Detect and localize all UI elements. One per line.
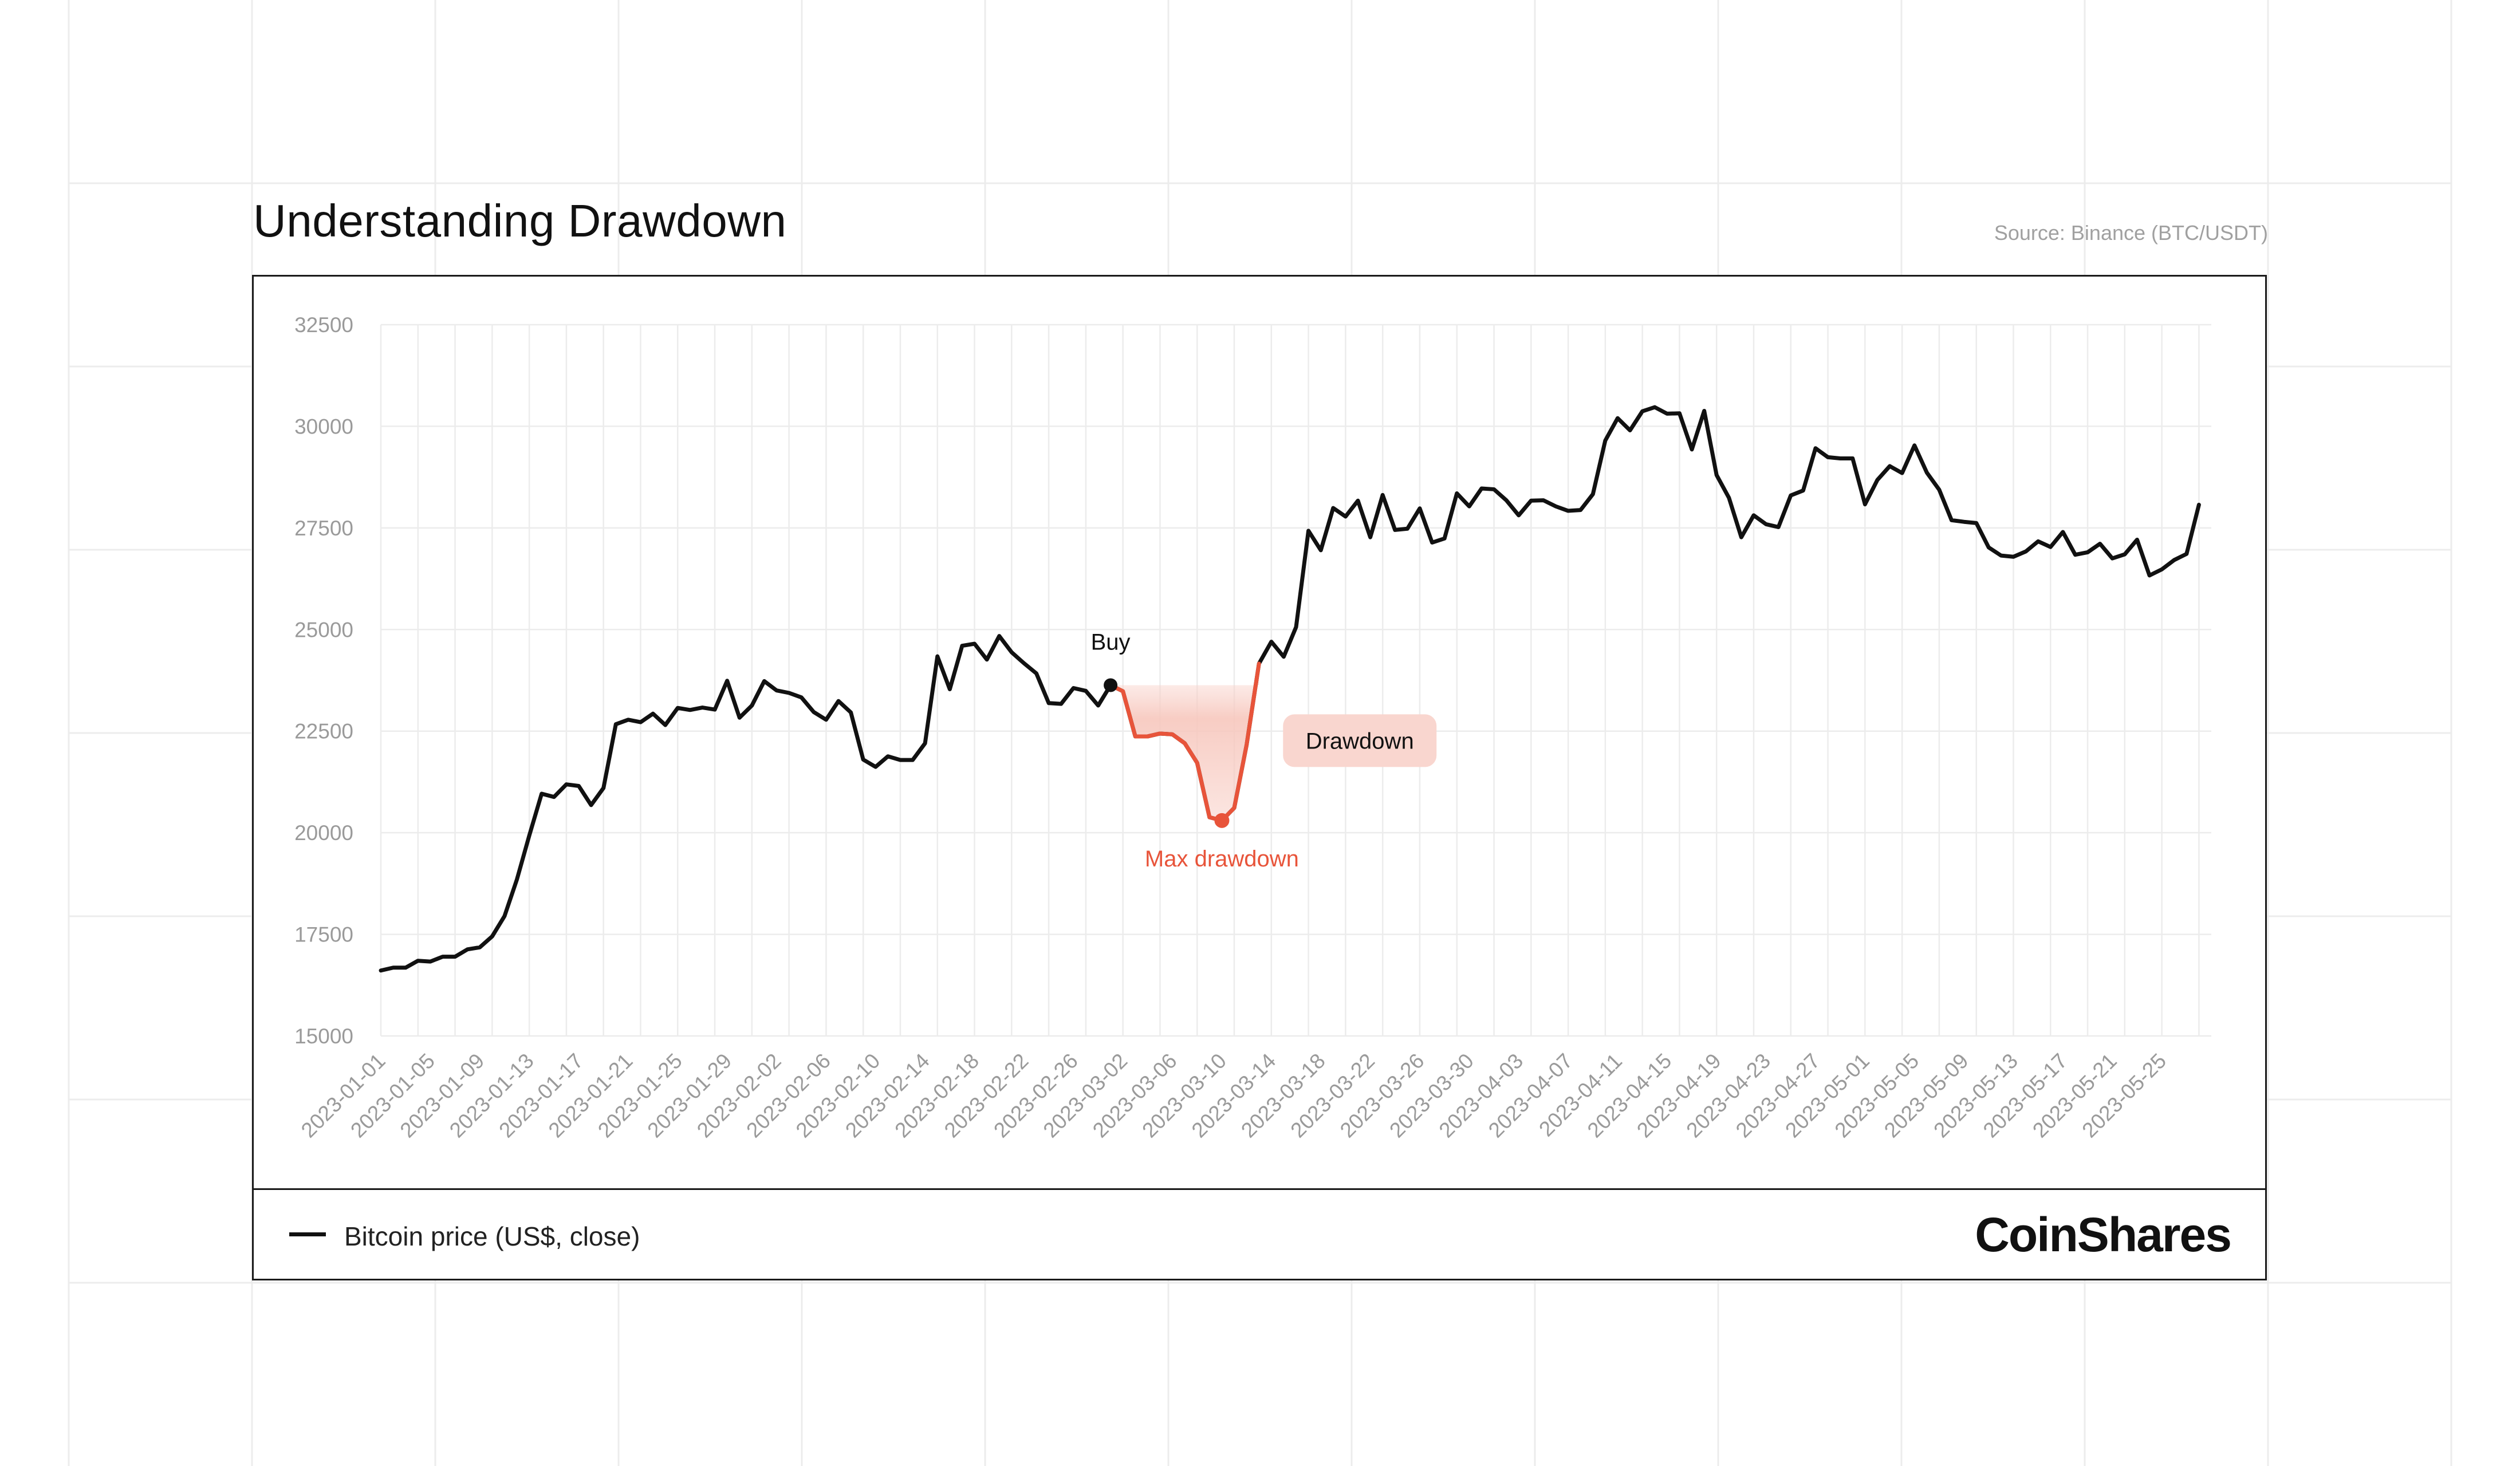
max-drawdown-label: Max drawdown	[1145, 846, 1299, 872]
y-tick-label: 32500	[294, 313, 353, 337]
buy-label: Buy	[1091, 630, 1131, 655]
y-tick-label: 22500	[294, 720, 353, 743]
drawdown-line	[1108, 661, 1261, 823]
plot-grid	[380, 324, 2211, 1037]
y-tick-label: 17500	[294, 923, 353, 947]
y-tick-label: 30000	[294, 415, 353, 438]
line-chart: 15000 17500 20000 22500 25000 27500 30000 32500…	[294, 313, 2211, 1142]
x-axis-ticks: 2023-01-012023-01-052023-01-092023-01-13…	[297, 1049, 2171, 1142]
y-tick-label: 15000	[294, 1024, 353, 1048]
brand-logo: CoinShares	[1975, 1208, 2232, 1262]
annotations: Buy Max drawdown Drawdown	[1091, 630, 1437, 872]
chart-title: Understanding Drawdown	[253, 195, 787, 246]
y-axis-ticks: 15000 17500 20000 22500 25000 27500 30000 32500	[294, 313, 353, 1048]
y-tick-label: 20000	[294, 821, 353, 845]
drawdown-callout-label: Drawdown	[1306, 728, 1414, 754]
buy-marker	[1104, 678, 1118, 692]
source-note: Source: Binance (BTC/USDT)	[1994, 221, 2268, 245]
price-line-layer	[379, 405, 2201, 973]
price-line	[379, 405, 2201, 973]
legend-label: Bitcoin price (US$, close)	[344, 1221, 640, 1251]
max-drawdown-marker	[1214, 813, 1230, 828]
chart-footer: Bitcoin price (US$, close) CoinShares	[254, 1188, 2265, 1279]
legend-swatch	[289, 1232, 326, 1236]
y-tick-label: 27500	[294, 517, 353, 540]
chart-card: 15000 17500 20000 22500 25000 27500 30000 32500…	[252, 275, 2267, 1280]
y-tick-label: 25000	[294, 618, 353, 641]
drawdown-callout-box	[1283, 714, 1437, 767]
